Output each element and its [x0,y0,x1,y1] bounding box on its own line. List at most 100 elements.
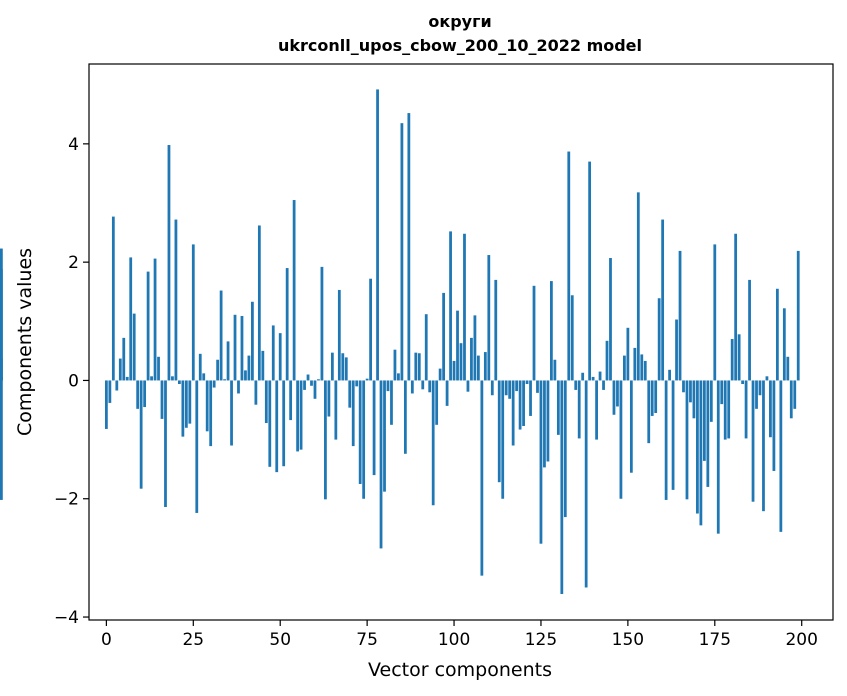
bar-0 [104,380,108,429]
bar-67 [337,289,341,381]
bar-95 [435,380,439,425]
bar-6 [125,376,129,381]
bar-70 [348,380,352,408]
bar-94 [431,380,435,506]
bar-181 [734,233,738,381]
bar-170 [696,380,699,514]
bar-194 [779,380,783,532]
bar-144 [605,340,609,381]
bar-143 [602,380,605,390]
bar-7 [129,257,133,381]
x-tick-label: 150 [612,630,644,650]
bar-195 [782,308,786,381]
bar-147 [616,380,619,407]
bar-124 [536,380,539,393]
bar-109 [483,352,487,381]
bar-101 [456,310,459,381]
bar-5 [122,337,126,381]
bar-83 [393,349,397,381]
bar-72 [355,380,359,387]
bar-116 [508,380,512,399]
y-tick-label: 2 [68,253,79,273]
bar-128 [550,281,553,381]
bar-75 [365,378,369,381]
bar-184 [744,380,748,439]
bar-9 [136,380,140,409]
bar-119 [518,380,522,430]
bar-36 [230,380,233,446]
bar-88 [410,380,414,394]
bar-31 [212,380,216,388]
bar-49 [275,380,279,473]
bar-123 [532,285,536,381]
bar-21 [178,380,181,384]
bar-13 [150,376,153,381]
bar-97 [442,292,446,381]
bar-44 [257,225,261,381]
bar-26 [195,380,199,513]
bar-196 [786,356,790,381]
bar-140 [591,376,595,381]
bar-136 [577,380,581,439]
bar-66 [334,380,338,440]
bar-164 [675,319,678,381]
y-axis: −4 −2 0 2 4 [54,135,89,628]
x-axis: 0 25 50 75 100 125 150 175 200 [101,620,818,650]
bar-64 [327,380,331,417]
bar-113 [497,380,501,483]
bar-99 [449,231,452,381]
bar-179 [727,380,731,439]
y-tick-label: −2 [54,490,79,510]
bar-35 [226,341,230,381]
bar-150 [626,327,630,381]
bar-175 [713,244,717,381]
bar-115 [504,380,508,396]
bar-47 [268,380,272,467]
bar-85 [400,123,404,381]
bar-134 [570,295,574,381]
bar-155 [643,360,647,381]
plot-frame [88,63,834,621]
bar-135 [574,380,578,390]
bar-98 [445,380,449,406]
bar-28 [202,373,206,381]
bar-148 [619,380,623,499]
bar-18 [167,145,171,381]
bar-146 [612,380,616,415]
bar-163 [671,380,675,490]
bar-74 [362,380,366,499]
bar-76 [369,278,372,381]
bar-16 [160,380,164,419]
bar-152 [633,347,637,381]
bar-162 [668,369,671,381]
bar-50 [278,333,282,381]
bar-37 [233,314,237,381]
bar-40 [244,370,247,381]
bar-173 [706,380,710,487]
bar-20 [174,219,178,381]
bar-191 [769,380,772,438]
bar-58 [306,374,310,381]
bar-25 [191,244,195,381]
bar-100 [452,360,456,381]
bar-11 [143,380,147,408]
bar-61 [317,379,320,381]
bar-165 [678,250,682,381]
bar-81 [386,380,390,392]
bar-33 [219,290,223,381]
bar-79 [379,380,383,549]
bar-190 [765,376,769,381]
bar-153 [636,192,640,381]
bar-series [0,89,800,594]
bar-189 [762,380,765,512]
bar-102 [459,343,463,381]
bar-90 [417,353,421,381]
bar-169 [692,380,696,419]
x-tick-label: 100 [438,630,470,650]
bar-65 [330,352,334,381]
bar-188 [758,380,762,396]
bar-158 [654,380,658,413]
bar-undefined [0,269,3,381]
bar-24 [188,380,192,424]
chart-subtitle: ukrconll_upos_cbow_200_10_2022 model [278,36,642,55]
